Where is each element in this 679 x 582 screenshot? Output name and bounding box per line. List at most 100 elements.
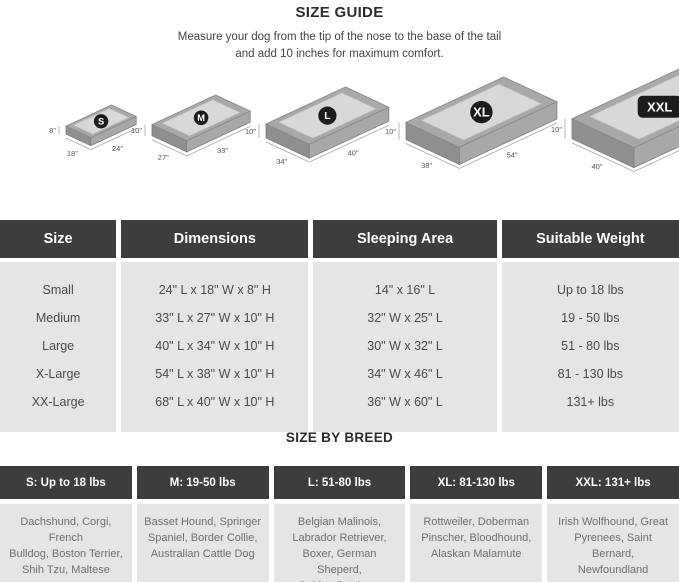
bed-body <box>64 104 138 147</box>
page-title: SIZE GUIDE <box>295 4 384 21</box>
breed-list-s: Dachshund, Corgi, French Bulldog, Boston… <box>0 504 132 582</box>
spec-column-suitable-weight: Up to 18 lbs 19 - 50 lbs 51 - 80 lbs 81 … <box>501 262 679 432</box>
table-cell: 19 - 50 lbs <box>561 311 620 325</box>
bed-illustrations: S 8" 18" 24" M 10" 27" 33" L 10" 34" 40" XL 10" 38" 54"… <box>0 68 679 198</box>
bed-size-badge: L <box>318 106 337 125</box>
spec-column-sleeping-area: 14" x 16" L 32" W x 25" L 30" W x 32" L … <box>313 262 497 432</box>
length-label: 40" <box>348 149 359 158</box>
width-label: 38" <box>421 161 432 170</box>
svg-text:XXL: XXL <box>647 99 672 114</box>
breed-line: Shih Tzu, Maltese <box>21 564 110 576</box>
table-cell: 51 - 80 lbs <box>561 339 620 353</box>
svg-text:L: L <box>324 110 331 122</box>
length-label: 33" <box>217 146 228 155</box>
bed-size-badge: M <box>193 110 209 126</box>
bed-illustration-s: S 8" 18" 24" <box>22 93 166 176</box>
length-label: 24" <box>112 144 123 153</box>
width-label: 40" <box>591 162 602 171</box>
svg-text:M: M <box>197 113 205 123</box>
table-cell: 68" L x 40" W x 10" H <box>155 395 275 409</box>
breed-header-row: S: Up to 18 lbs M: 19-50 lbs L: 51-80 lb… <box>0 466 679 499</box>
spec-table-header-row: Size Dimensions Sleeping Area Suitable W… <box>0 220 679 258</box>
table-cell: 30" W x 32" L <box>367 339 443 353</box>
spec-table: Size Dimensions Sleeping Area Suitable W… <box>0 220 679 432</box>
breed-line: Bulldog, Boston Terrier, <box>9 548 123 560</box>
bed-dimension-labels: 10" 38" 54" <box>385 122 558 170</box>
table-cell: 24" L x 18" W x 8" H <box>158 283 271 297</box>
spec-column-size: Small Medium Large X-Large XX-Large <box>0 262 117 432</box>
page-subtitle: Measure your dog from the tip of the nos… <box>0 21 679 63</box>
table-cell: 14" x 16" L <box>374 283 436 297</box>
spec-header-size: Size <box>0 220 117 258</box>
svg-text:S: S <box>98 117 104 127</box>
spec-header-suitable-weight: Suitable Weight <box>501 220 679 258</box>
bed-illustration-l: L 10" 34" 40" <box>222 75 419 188</box>
table-cell: 32" W x 25" L <box>367 311 443 325</box>
breed-body-row: Dachshund, Corgi, French Bulldog, Boston… <box>0 504 679 582</box>
breed-header-xxl: XXL: 131+ lbs <box>547 466 679 499</box>
breed-line: Irish Wolfhound, Great <box>558 516 669 528</box>
breed-header-l: L: 51-80 lbs <box>273 466 406 499</box>
table-cell: 34" W x 46" L <box>367 367 443 381</box>
breed-list-xl: Rottweiler, Doberman Pinscher, Bloodhoun… <box>410 504 543 582</box>
width-label: 27" <box>158 153 169 162</box>
table-cell: Large <box>42 339 75 353</box>
bed-size-badge: XL <box>470 100 493 124</box>
table-cell: 54" L x 38" W x 10" H <box>155 367 275 381</box>
table-cell: Up to 18 lbs <box>556 283 624 297</box>
bed-illustration-xl: XL 10" 38" 54" <box>362 65 587 194</box>
bed-dimension-labels: 10" 34" 40" <box>245 124 389 166</box>
bed-dimension-labels: 8" 18" 24" <box>49 126 137 158</box>
table-cell: X-Large <box>35 367 81 381</box>
height-label: 10" <box>385 127 396 136</box>
height-label: 8" <box>49 126 56 135</box>
breed-line: Basset Hound, Springer <box>144 516 262 528</box>
breed-header-m: M: 19-50 lbs <box>136 466 269 499</box>
spec-column-dimensions: 24" L x 18" W x 8" H 33" L x 27" W x 10"… <box>121 262 309 432</box>
subtitle-line-2: and add 10 inches for maximum comfort. <box>235 48 444 60</box>
bed-size-badge: S <box>93 114 109 129</box>
length-label: 54" <box>507 151 518 160</box>
table-cell: 36" W x 60" L <box>367 395 443 409</box>
breed-header-s: S: Up to 18 lbs <box>0 466 132 499</box>
height-label: 10" <box>131 126 142 135</box>
table-cell: 81 - 130 lbs <box>557 367 623 381</box>
width-label: 34" <box>276 157 287 166</box>
table-cell: Medium <box>35 311 81 325</box>
table-cell: Small <box>42 283 74 297</box>
breed-line: Golden Retriever <box>280 578 400 582</box>
spec-header-sleeping-area: Sleeping Area <box>313 220 497 258</box>
breed-line: Rottweiler, Doberman <box>423 516 530 528</box>
breed-header-xl: XL: 81-130 lbs <box>410 466 543 499</box>
breed-line: Dachshund, Corgi, French <box>20 516 112 544</box>
bed-body <box>570 68 679 169</box>
breed-list-m: Basset Hound, Springer Spaniel, Border C… <box>136 504 269 582</box>
table-cell: 40" L x 34" W x 10" H <box>155 339 275 353</box>
breed-line: Pyrenees, Saint Bernard, <box>574 532 652 560</box>
table-cell: 131+ lbs <box>566 395 615 409</box>
breed-line: Spaniel, Border Collie, <box>147 532 258 544</box>
breed-section-title: SIZE BY BREED <box>285 430 394 445</box>
breed-line: Labrador Retriever, <box>292 532 387 544</box>
height-label: 10" <box>245 127 256 136</box>
bed-illustration-m: M 10" 27" 33" <box>108 83 280 182</box>
bed-size-badge: XXL <box>637 95 679 118</box>
spec-table-body: Small Medium Large X-Large XX-Large 24" … <box>0 262 679 432</box>
breed-line: Pinscher, Bloodhound, <box>421 532 532 544</box>
breed-line: Boxer, German Sheperd, <box>302 548 377 576</box>
bed-dimension-labels: 10"40"68" <box>551 118 679 172</box>
breed-line: Australian Cattle Dog <box>150 548 255 560</box>
width-label: 18" <box>67 149 78 158</box>
breed-line: Alaskan Malamute <box>431 548 522 560</box>
table-cell: XX-Large <box>31 395 85 409</box>
bed-dimension-labels: 10" 27" 33" <box>131 124 251 162</box>
breed-line: Newfoundland <box>577 564 649 576</box>
spec-header-dimensions: Dimensions <box>121 220 309 258</box>
breed-line: Belgian Malinois, <box>297 516 382 528</box>
subtitle-line-1: Measure your dog from the tip of the nos… <box>177 31 502 43</box>
height-label: 10" <box>551 125 562 134</box>
breed-list-l: Belgian Malinois, Labrador Retriever, Bo… <box>273 504 406 582</box>
table-cell: 33" L x 27" W x 10" H <box>155 311 275 325</box>
